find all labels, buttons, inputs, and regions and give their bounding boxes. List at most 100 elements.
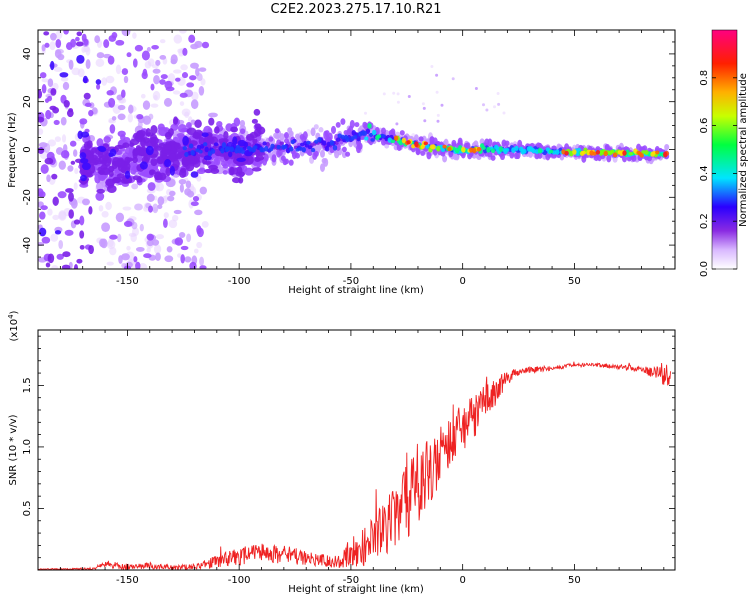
spectral-blob <box>295 133 300 140</box>
spectral-blob <box>229 146 234 153</box>
spectrogram-x-axis-label: Height of straight line (km) <box>288 285 424 296</box>
spectral-blob <box>284 138 289 144</box>
spectral-blob <box>393 135 399 141</box>
spectral-blob <box>100 238 108 249</box>
spectral-blob <box>121 89 126 98</box>
spectral-blob <box>150 83 155 91</box>
colorbar-ticks: 0.0 0.2 0.4 0.6 0.8 <box>699 70 737 277</box>
spectral-blob <box>194 40 203 48</box>
spectral-blob <box>64 229 74 236</box>
spectral-blob <box>79 215 85 226</box>
spectral-blob <box>173 34 183 44</box>
spectral-blob <box>198 85 205 96</box>
spectral-blob <box>101 77 108 86</box>
spectral-blob <box>490 155 496 161</box>
spectral-blob <box>298 146 303 151</box>
spectral-blob <box>262 141 267 146</box>
snr-y-tick-label: 0.5 <box>22 501 33 517</box>
spectral-blob <box>73 149 78 157</box>
spectral-blob <box>537 147 543 154</box>
spectral-blob <box>106 90 114 96</box>
spectral-blob <box>201 132 209 138</box>
spectral-blob <box>76 258 83 264</box>
spectral-blob <box>372 129 377 136</box>
spectral-blob <box>153 95 158 100</box>
spectral-blob <box>157 156 164 164</box>
spectral-blob <box>318 127 324 133</box>
snr-plot-area <box>38 361 671 570</box>
spectral-blob <box>77 130 83 140</box>
spectral-blob <box>220 147 225 154</box>
spectral-blob <box>135 246 145 252</box>
spectral-blob <box>182 145 187 151</box>
spectral-blob <box>166 246 173 253</box>
spectral-blob <box>88 244 94 255</box>
spectral-blob <box>155 234 165 240</box>
spectral-blob <box>604 144 610 150</box>
spectral-blob <box>188 34 196 43</box>
spectral-blob <box>655 150 660 155</box>
spectral-blob <box>253 108 261 116</box>
spectral-blob <box>476 147 482 152</box>
spectral-blob <box>270 143 275 149</box>
spectral-blob <box>251 118 258 124</box>
spectral-blob <box>38 188 44 197</box>
spectral-blob <box>276 149 282 158</box>
spectral-blob <box>106 184 117 194</box>
spectral-blob <box>186 190 195 198</box>
spectral-blob <box>337 133 342 139</box>
snr-y-tick-label: 1.5 <box>22 377 33 393</box>
spectral-blob <box>163 127 170 133</box>
spectral-blob <box>41 84 47 94</box>
spectral-blob <box>401 137 407 144</box>
spectral-blob <box>179 92 188 98</box>
spectral-blob <box>39 211 46 220</box>
spectral-blob <box>96 52 105 59</box>
spectral-blob <box>70 38 77 48</box>
spectral-blob <box>56 253 64 260</box>
spectral-blob <box>641 150 646 154</box>
colorbar-tick-label: 0.0 <box>699 261 710 277</box>
colorbar-scale <box>711 29 738 270</box>
spectral-blob <box>276 139 282 147</box>
spectral-blob <box>361 130 366 136</box>
spectral-blob <box>144 61 152 69</box>
spectral-blob <box>63 30 69 35</box>
spectral-blob <box>203 135 213 143</box>
spectral-blob <box>224 146 230 153</box>
spectral-blob <box>210 168 220 174</box>
spectral-blob <box>109 124 116 134</box>
spectral-blob <box>203 155 212 161</box>
spectral-blob <box>208 117 215 126</box>
spectral-blob <box>80 174 87 182</box>
spectral-blob <box>241 165 248 173</box>
spectral-blob <box>509 151 515 159</box>
spectral-blob <box>155 59 161 66</box>
spectral-blob <box>184 152 189 157</box>
spectral-blob <box>280 155 286 162</box>
spectral-blob <box>201 221 209 228</box>
spectral-blob <box>180 167 187 173</box>
spectral-blob <box>157 196 165 206</box>
spectral-blob <box>136 114 144 120</box>
spectral-blob <box>451 77 455 81</box>
spectral-blob <box>229 167 239 175</box>
spectral-blob <box>151 239 160 246</box>
spectral-blob <box>118 255 123 264</box>
spectral-blob <box>70 198 78 209</box>
spectral-blob <box>420 144 425 150</box>
spectral-blob <box>595 150 601 155</box>
spectral-blob <box>169 165 175 176</box>
spectral-blob <box>325 145 330 152</box>
spectral-blob <box>68 192 74 202</box>
spectral-blob <box>169 153 176 160</box>
spectral-blob <box>200 78 206 86</box>
spectral-blob <box>117 104 126 111</box>
spectral-blob <box>54 49 62 59</box>
spectral-blob <box>75 41 84 47</box>
spectral-blob <box>415 147 421 156</box>
spectral-blob <box>306 140 311 145</box>
snr-x-tick-label: -50 <box>343 575 359 586</box>
spectral-blob <box>150 103 159 108</box>
spectral-blob <box>52 196 59 206</box>
